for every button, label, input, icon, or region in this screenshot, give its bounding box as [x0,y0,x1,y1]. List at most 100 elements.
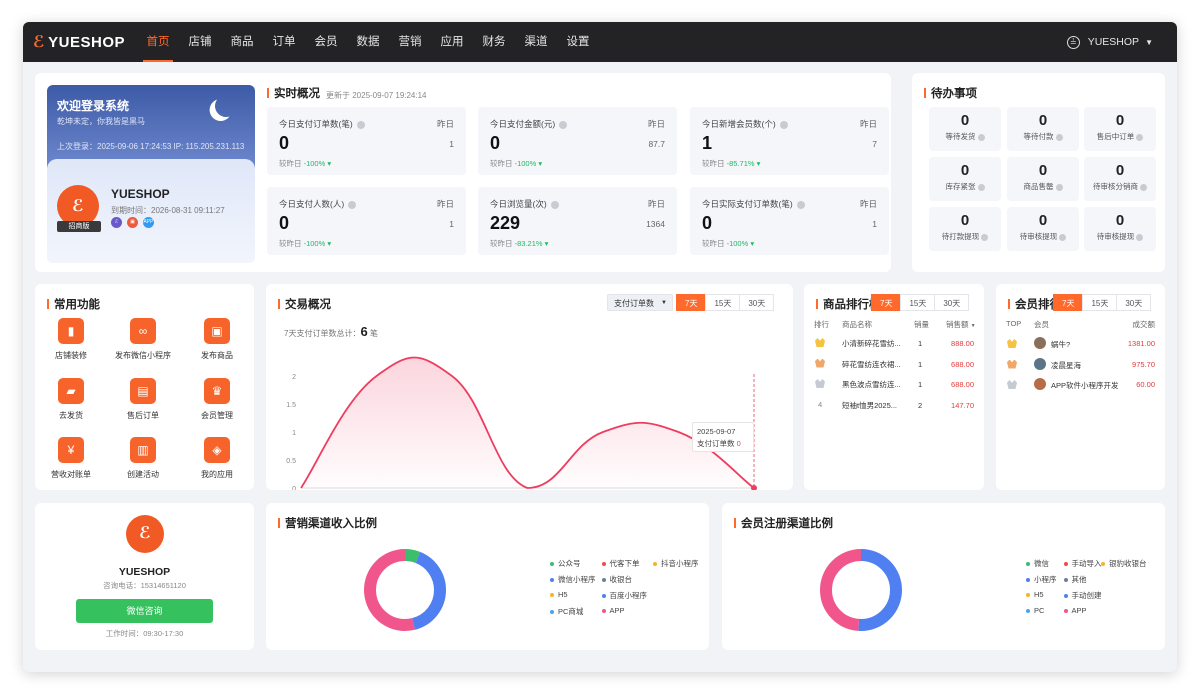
help-icon[interactable] [981,233,989,241]
help-icon[interactable] [977,133,985,141]
tab-7-days[interactable]: 7天 [1053,294,1084,311]
trade-area-chart[interactable]: 00.511.522025-09-012025-09-022025-09-032… [266,284,793,490]
legend-item[interactable]: 公众号 [550,558,581,569]
function-shortcut[interactable]: ▮ 店铺装修 [38,318,104,361]
stat-tile[interactable]: 今日支付订单数(笔) 昨日 0 1 较昨日 -100% ▾ [267,107,466,175]
register-donut-chart[interactable] [806,535,916,645]
function-shortcut[interactable]: ∞ 发布微信小程序 [110,318,176,361]
legend-item[interactable]: 银豹收银台 [1101,558,1147,569]
legend-item[interactable]: 手动创建 [1063,590,1102,601]
legend-item[interactable]: 手动导入 [1063,558,1102,569]
user-menu[interactable]: ≟ YUESHOP ▼ [1066,22,1153,62]
data-point[interactable] [751,485,757,490]
nav-item[interactable]: 营销 [398,36,422,48]
legend-item[interactable]: 代客下单 [601,558,640,569]
donut-slice[interactable] [820,549,902,631]
help-icon[interactable] [348,200,357,209]
tab-30-days[interactable]: 30天 [739,294,775,311]
todo-item[interactable]: 0 商品售罄 [1007,157,1079,201]
function-shortcut[interactable]: ▣ 发布商品 [184,318,250,361]
legend-item[interactable]: 抖音小程序 [653,558,699,569]
help-icon[interactable] [779,120,788,129]
todo-item[interactable]: 0 待审核提现 [1007,207,1079,251]
stat-tile[interactable]: 今日支付金额(元) 昨日 0 87.7 较昨日 -100% ▾ [478,107,677,175]
nav-item[interactable]: 设置 [566,36,590,48]
todo-item[interactable]: 0 待审核分销商 [1084,157,1156,201]
col-amount[interactable]: 销售额 ▼ [946,319,976,330]
tab-15-days[interactable]: 15天 [1082,294,1118,311]
nav-item[interactable]: 会员 [314,36,338,48]
todo-item[interactable]: 0 等待付款 [1007,107,1079,151]
legend-item[interactable]: 微信小程序 [550,574,596,585]
nav-item[interactable]: 首页 [137,22,179,62]
shop-badge-icon[interactable]: ▣ [127,217,138,228]
legend-item[interactable]: 小程序 [1026,574,1057,585]
goods-name[interactable]: 小清新碎花雪纺... [842,339,901,348]
wechat-consult-button[interactable]: 微信咨询 [76,599,213,623]
help-icon[interactable] [550,200,559,209]
help-icon[interactable] [356,120,365,129]
brand-logo[interactable]: ℰ YUESHOP [33,32,125,52]
stat-tile[interactable]: 今日实际支付订单数(笔) 昨日 0 1 较昨日 -100% ▾ [690,187,889,255]
legend-item[interactable]: 百度小程序 [601,590,647,601]
member-name[interactable]: 凌晨星海 [1051,360,1081,370]
marketing-donut-chart[interactable] [350,535,460,645]
function-shortcut[interactable]: ▤ 售后订单 [110,378,176,421]
todo-item[interactable]: 0 待打款提现 [929,207,1001,251]
link-badge-icon[interactable]: ℰ [111,217,122,228]
tab-15-days[interactable]: 15天 [900,294,936,311]
metric-select[interactable]: 支付订单数 ▼ [607,294,673,311]
legend-item[interactable]: 微信 [1026,558,1049,569]
legend-item[interactable]: H5 [1026,590,1044,599]
member-amount: 975.70 [1132,359,1155,369]
stat-tile[interactable]: 今日浏览量(次) 昨日 229 1364 较昨日 -83.21% ▾ [478,187,677,255]
help-icon[interactable] [1140,183,1147,191]
legend-item[interactable]: 其他 [1063,574,1087,585]
todo-item[interactable]: 0 售后中订单 [1084,107,1156,151]
legend-item[interactable]: PC [1026,606,1044,615]
help-icon[interactable] [1055,183,1063,191]
goods-name[interactable]: 碎花雪纺连衣裙... [842,359,901,369]
help-icon[interactable] [1136,133,1144,141]
function-shortcut[interactable]: ▥ 创建活动 [110,437,176,480]
help-icon[interactable] [796,200,805,209]
donut-slice[interactable] [364,549,446,631]
legend-item[interactable]: PC商城 [550,606,583,617]
todo-item[interactable]: 0 等待发货 [929,107,1001,151]
help-icon[interactable] [1055,133,1063,141]
app-badge-icon[interactable]: APP [143,217,154,228]
legend-item[interactable]: APP [1063,606,1087,615]
todo-item[interactable]: 0 待审核提现 [1084,207,1156,251]
legend-item[interactable]: 收银台 [601,574,632,585]
nav-item[interactable]: 渠道 [524,36,548,48]
nav-item[interactable]: 店铺 [188,36,212,48]
goods-name[interactable]: 黑色波点雪纺连... [842,380,901,389]
function-shortcut[interactable]: ¥ 营收对账单 [38,437,104,480]
nav-item[interactable]: 商品 [230,36,254,48]
legend-item[interactable]: H5 [550,590,568,599]
help-icon[interactable] [559,120,568,129]
medal-icon [1007,380,1017,389]
nav-item[interactable]: 财务 [482,36,506,48]
tab-30-days[interactable]: 30天 [1116,294,1152,311]
help-icon[interactable] [977,183,985,191]
help-icon[interactable] [1136,233,1144,241]
donut-slice[interactable] [364,549,446,631]
stat-tile[interactable]: 今日支付人数(人) 昨日 0 1 较昨日 -100% ▾ [267,187,466,255]
function-shortcut[interactable]: ♛ 会员管理 [184,378,250,421]
function-shortcut[interactable]: ▰ 去发货 [38,378,104,421]
tab-30-days[interactable]: 30天 [934,294,970,311]
legend-item[interactable]: APP [601,606,625,615]
help-icon[interactable] [1059,233,1067,241]
nav-item[interactable]: 订单 [272,36,296,48]
stat-tile[interactable]: 今日新增会员数(个) 昨日 1 7 较昨日 -85.71% ▾ [690,107,889,175]
nav-item[interactable]: 应用 [440,36,464,48]
function-shortcut[interactable]: ◈ 我的应用 [184,437,250,480]
todo-item[interactable]: 0 库存紧张 [929,157,1001,201]
goods-name[interactable]: 短袖t恤男2025... [842,400,898,410]
nav-item[interactable]: 数据 [356,36,380,48]
member-name[interactable]: 蜗牛? [1051,340,1071,349]
tab-7-days[interactable]: 7天 [871,294,902,311]
member-name[interactable]: APP软件小程序开发 [1051,381,1119,390]
todo-label: 待审核提现 [1084,231,1156,242]
